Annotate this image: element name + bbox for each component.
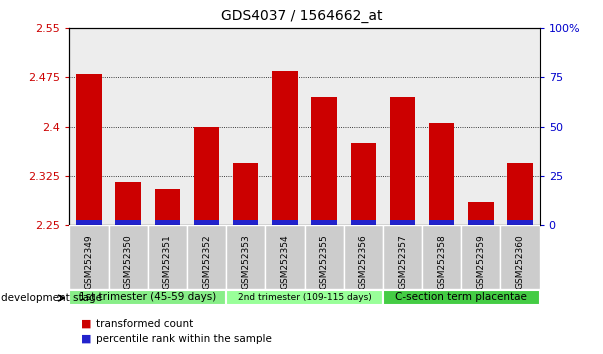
Bar (115, 219, 141, 225)
Bar (265, 28, 305, 225)
Bar (461, 28, 500, 225)
Bar (311, 97, 337, 225)
Text: development stage: development stage (1, 293, 102, 303)
Bar (422, 28, 461, 225)
Bar (272, 71, 298, 225)
Bar (461, 225, 500, 289)
Text: GSM252357: GSM252357 (398, 234, 407, 289)
Bar (69, 290, 226, 306)
Bar (194, 126, 219, 225)
Bar (390, 219, 415, 225)
Bar (109, 28, 148, 225)
Bar (344, 225, 383, 289)
Bar (233, 162, 259, 225)
Text: GSM252351: GSM252351 (163, 234, 172, 289)
Bar (429, 219, 455, 225)
Bar (507, 162, 533, 225)
Text: GSM252355: GSM252355 (320, 234, 329, 289)
Text: ■: ■ (81, 334, 92, 344)
Bar (272, 219, 298, 225)
Bar (507, 219, 533, 225)
Bar (311, 219, 337, 225)
Text: GSM252349: GSM252349 (84, 234, 93, 289)
Bar (500, 28, 540, 225)
Text: ■: ■ (81, 319, 92, 329)
Bar (305, 225, 344, 289)
Bar (344, 28, 383, 225)
Bar (383, 290, 540, 306)
Text: GSM252350: GSM252350 (124, 234, 133, 289)
Bar (305, 28, 344, 225)
Text: C-section term placentae: C-section term placentae (396, 292, 527, 302)
Bar (76, 219, 102, 225)
Bar (69, 225, 109, 289)
Bar (154, 189, 180, 225)
Text: 1st trimester (45-59 days): 1st trimester (45-59 days) (79, 292, 216, 302)
Text: GSM252354: GSM252354 (280, 234, 289, 289)
Text: GSM252360: GSM252360 (516, 234, 525, 289)
Bar (109, 225, 148, 289)
Bar (500, 225, 540, 289)
Bar (115, 182, 141, 225)
Text: GSM252352: GSM252352 (202, 234, 211, 289)
Bar (226, 225, 265, 289)
Text: transformed count: transformed count (96, 319, 194, 329)
Bar (422, 225, 461, 289)
Bar (226, 290, 383, 306)
Bar (429, 123, 455, 225)
Text: GSM252359: GSM252359 (476, 234, 485, 289)
Bar (154, 219, 180, 225)
Bar (194, 219, 219, 225)
Bar (76, 74, 102, 225)
Bar (148, 225, 187, 289)
Bar (187, 225, 226, 289)
Bar (383, 28, 422, 225)
Text: percentile rank within the sample: percentile rank within the sample (96, 334, 273, 344)
Bar (265, 225, 305, 289)
Text: GSM252358: GSM252358 (437, 234, 446, 289)
Bar (148, 28, 187, 225)
Bar (69, 28, 109, 225)
Bar (468, 219, 494, 225)
Bar (350, 143, 376, 225)
Bar (468, 202, 494, 225)
Text: GSM252356: GSM252356 (359, 234, 368, 289)
Bar (350, 219, 376, 225)
Bar (226, 28, 265, 225)
Bar (233, 219, 259, 225)
Bar (187, 28, 226, 225)
Bar (390, 97, 415, 225)
Text: GDS4037 / 1564662_at: GDS4037 / 1564662_at (221, 9, 382, 23)
Text: 2nd trimester (109-115 days): 2nd trimester (109-115 days) (238, 293, 371, 302)
Text: GSM252353: GSM252353 (241, 234, 250, 289)
Bar (383, 225, 422, 289)
